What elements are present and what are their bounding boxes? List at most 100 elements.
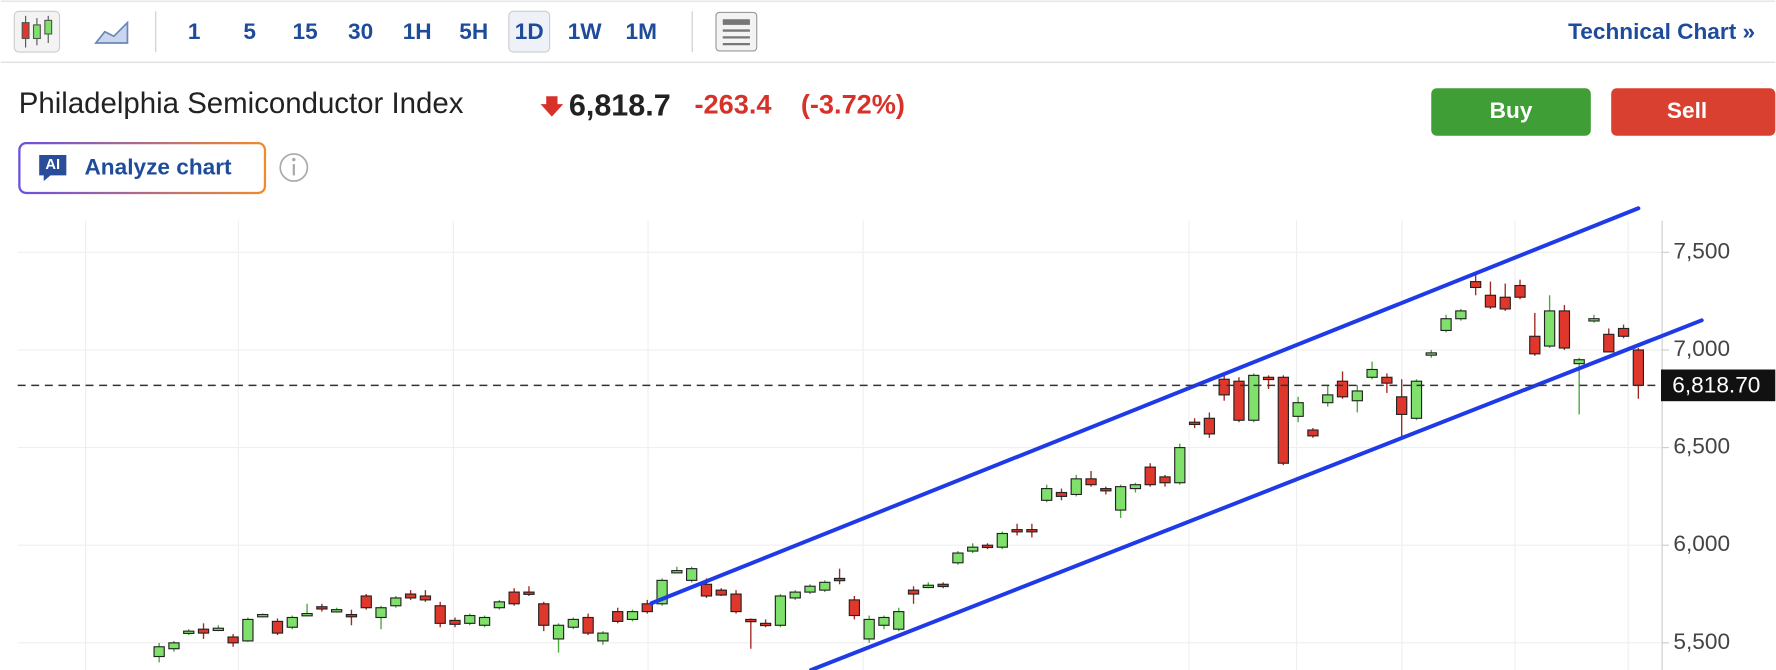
candle-body xyxy=(848,599,861,617)
candle-body xyxy=(774,595,787,626)
candle-body xyxy=(1499,296,1511,310)
interval-button[interactable]: 30 xyxy=(348,19,373,44)
candle-body xyxy=(567,618,579,628)
candle-body xyxy=(863,618,875,640)
buy-label: Buy xyxy=(1490,98,1533,123)
candle-body xyxy=(1603,333,1615,353)
candle-body xyxy=(1455,310,1467,320)
candle-body xyxy=(1159,476,1171,484)
candle-body xyxy=(552,624,565,640)
candle-body xyxy=(804,585,816,593)
candle-body xyxy=(375,607,387,619)
change-percent: (-3.72%) xyxy=(801,89,905,120)
candle-body xyxy=(1617,327,1630,337)
candle-body xyxy=(523,591,535,595)
candle-body xyxy=(1307,429,1319,437)
technical-chart-link[interactable]: Technical Chart » xyxy=(1568,19,1755,44)
interval-button[interactable]: 5 xyxy=(243,19,256,44)
candle-body xyxy=(937,583,949,588)
interval-button[interactable]: 1H xyxy=(403,19,432,44)
candle-body xyxy=(1070,478,1082,496)
candle-body xyxy=(1129,484,1142,490)
candle-body xyxy=(360,595,372,609)
candle-body xyxy=(626,611,639,620)
candle-body xyxy=(1114,486,1127,511)
candle-body xyxy=(1292,402,1304,417)
interval-button[interactable]: 1 xyxy=(188,19,201,44)
candle-body xyxy=(1055,491,1068,497)
interval-button[interactable]: 5H xyxy=(459,19,488,44)
interval-button[interactable]: 1D xyxy=(515,19,544,44)
candle-body xyxy=(257,613,269,618)
candle-body xyxy=(981,544,994,549)
price: 6,818.7 xyxy=(569,89,671,123)
candle-body xyxy=(819,581,831,591)
candle-body xyxy=(582,616,594,634)
candle-body xyxy=(700,583,713,597)
candle-body xyxy=(419,595,432,601)
candle-body xyxy=(153,646,165,658)
sell-button[interactable]: Sell xyxy=(1611,88,1776,136)
last-price-label: 6,818.70 xyxy=(1672,372,1760,397)
candle-body xyxy=(390,597,402,607)
candle-body xyxy=(1588,318,1600,322)
candle-body xyxy=(1351,390,1363,402)
candle-body xyxy=(271,620,284,634)
candle-body xyxy=(1203,417,1216,435)
candle-body xyxy=(227,636,239,644)
candle-body xyxy=(1632,349,1645,386)
news-icon[interactable] xyxy=(715,11,758,52)
candle-body xyxy=(493,601,506,609)
candle-body xyxy=(1041,488,1053,501)
candle-body xyxy=(168,642,180,650)
candle-body xyxy=(1026,529,1038,533)
buy-button[interactable]: Buy xyxy=(1431,88,1591,136)
last-price-box xyxy=(1660,369,1776,402)
candle-body xyxy=(1543,310,1556,347)
candle-body xyxy=(922,584,934,589)
candle-body xyxy=(286,616,298,628)
candle-body xyxy=(434,605,446,624)
candle-body xyxy=(893,611,905,630)
interval-button[interactable]: 1W xyxy=(568,19,603,44)
candle-body xyxy=(597,632,609,642)
candle-body xyxy=(686,568,698,581)
candle-body xyxy=(1469,281,1482,289)
candle-icon[interactable] xyxy=(13,10,61,53)
candle-body xyxy=(1514,284,1526,298)
sell-label: Sell xyxy=(1667,98,1707,123)
candle-body xyxy=(1336,380,1349,398)
interval-button[interactable]: 1M xyxy=(626,19,657,44)
candle-body xyxy=(671,570,683,574)
candle-body xyxy=(715,589,727,596)
candle-body xyxy=(1381,376,1393,384)
candle-body xyxy=(967,546,979,552)
candle-body xyxy=(612,611,624,622)
candle-body xyxy=(833,577,846,582)
candle-body xyxy=(641,603,653,613)
info-icon[interactable] xyxy=(279,153,309,182)
down-arrow xyxy=(540,96,564,117)
candle-body xyxy=(330,609,343,613)
candle-body xyxy=(301,613,313,617)
candle-body xyxy=(1085,478,1097,486)
candle-body xyxy=(996,532,1008,548)
candle-body xyxy=(1174,447,1186,484)
candle-body xyxy=(183,630,195,634)
candle-body xyxy=(1322,394,1334,404)
line-icon[interactable] xyxy=(94,20,129,44)
analyze-chart-button[interactable]: AI Analyze chart xyxy=(18,142,267,195)
candle-body xyxy=(656,579,668,605)
interval-button[interactable]: 15 xyxy=(293,19,318,44)
candle-body xyxy=(952,552,964,564)
trend-channel[interactable] xyxy=(649,206,1704,670)
y-tick-label: 6,500 xyxy=(1673,434,1730,459)
candle-body xyxy=(538,603,550,626)
candle-body xyxy=(464,614,476,624)
candle-body xyxy=(1262,376,1275,381)
candle-body xyxy=(730,593,742,613)
selected-interval xyxy=(508,10,551,53)
candle-body xyxy=(907,589,920,595)
